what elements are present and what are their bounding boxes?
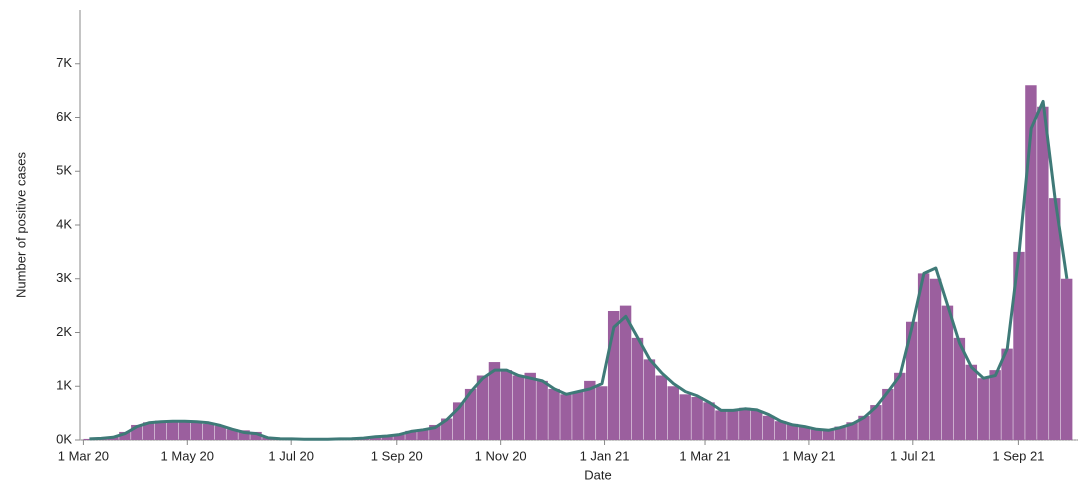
bar — [739, 407, 751, 440]
bar — [393, 434, 405, 440]
x-tick-label: 1 Mar 21 — [679, 448, 730, 463]
bar — [905, 321, 918, 440]
x-tick-label: 1 Jan 21 — [580, 448, 630, 463]
bar — [560, 394, 572, 440]
x-tick-label: 1 Jul 21 — [890, 448, 936, 463]
bar — [500, 370, 513, 440]
bar — [607, 311, 620, 440]
x-tick-label: 1 Jul 20 — [268, 448, 314, 463]
bar — [703, 402, 715, 440]
bar — [631, 337, 644, 440]
bar — [154, 420, 167, 440]
bar — [941, 305, 954, 440]
bar — [989, 370, 1001, 440]
bar — [858, 415, 870, 440]
bar — [870, 405, 882, 440]
bar — [810, 429, 823, 440]
bar — [178, 420, 191, 440]
x-tick-label: 1 Sep 20 — [371, 448, 423, 463]
bar — [691, 397, 703, 440]
x-tick-label: 1 Mar 20 — [58, 448, 109, 463]
bar — [929, 278, 942, 440]
bar — [166, 421, 179, 440]
bar — [548, 388, 560, 440]
bar — [762, 415, 775, 440]
bar — [452, 402, 465, 440]
bar — [536, 380, 548, 440]
bar — [464, 388, 477, 440]
x-axis-label: Date — [584, 467, 611, 482]
bar — [143, 422, 155, 440]
bar — [846, 422, 858, 440]
bar — [83, 438, 95, 440]
bar — [131, 424, 143, 440]
y-tick-label: 3K — [56, 270, 72, 285]
bar — [774, 421, 787, 440]
y-tick-label: 2K — [56, 324, 72, 339]
bar — [1060, 278, 1073, 440]
y-tick-label: 7K — [56, 55, 72, 70]
bar — [834, 426, 846, 440]
bar — [119, 431, 131, 440]
bar — [441, 418, 453, 440]
y-tick-label: 0K — [56, 431, 72, 446]
bar — [977, 378, 989, 440]
bar — [596, 386, 608, 440]
bar — [226, 429, 238, 440]
bar — [202, 423, 215, 440]
bar — [572, 391, 584, 440]
y-axis-label: Number of positive cases — [13, 152, 28, 298]
bar — [512, 375, 525, 440]
bar — [429, 424, 441, 440]
smoothed-line — [89, 99, 1069, 441]
bar — [1013, 251, 1025, 440]
bar — [727, 410, 739, 440]
bar — [822, 429, 834, 440]
bar — [751, 410, 763, 440]
bar — [417, 429, 429, 440]
bar — [655, 375, 668, 440]
bar — [917, 273, 930, 440]
bar — [667, 386, 679, 440]
bar — [214, 426, 226, 440]
bar — [679, 394, 691, 440]
bar — [715, 410, 727, 440]
bar — [798, 426, 811, 440]
x-tick-label: 1 May 21 — [782, 448, 835, 463]
bar — [786, 423, 799, 440]
y-tick-label: 4K — [56, 216, 72, 231]
bar — [1001, 348, 1013, 440]
bar — [488, 362, 501, 440]
x-tick-label: 1 Nov 20 — [475, 448, 527, 463]
bar — [190, 422, 203, 440]
bar — [405, 430, 417, 440]
bar — [894, 372, 906, 440]
bar — [369, 436, 381, 440]
y-tick-label: 5K — [56, 163, 72, 178]
bar — [250, 431, 262, 440]
bar — [1049, 198, 1061, 440]
bar — [584, 380, 596, 440]
y-tick-label: 1K — [56, 378, 72, 393]
bar — [619, 305, 632, 440]
bar — [476, 375, 489, 440]
bar — [643, 359, 656, 440]
bar — [882, 388, 894, 440]
bar — [524, 372, 536, 440]
x-tick-label: 1 May 20 — [161, 448, 214, 463]
bar — [965, 364, 978, 440]
bar — [1037, 106, 1049, 440]
bar — [953, 337, 966, 440]
bar — [238, 430, 250, 440]
x-tick-label: 1 Sep 21 — [992, 448, 1044, 463]
bar — [381, 435, 393, 440]
bar — [1025, 85, 1037, 440]
y-tick-label: 6K — [56, 109, 72, 124]
